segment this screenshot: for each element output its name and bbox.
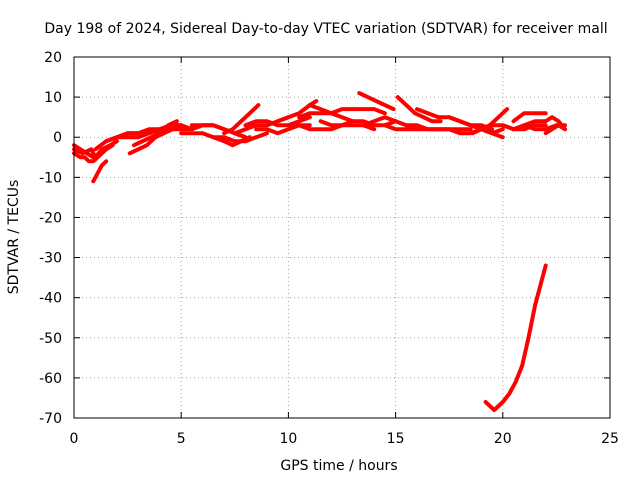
series-arc-18	[275, 99, 319, 124]
y-axis-tick-labels: 20 10 0 -10 -20 -30 -40 -50 -60 -70	[39, 50, 62, 427]
y-tick-label: 10	[44, 90, 62, 106]
y-tick-label: -10	[39, 170, 62, 186]
series-arc-29	[447, 115, 505, 140]
y-tick-label: -50	[39, 331, 62, 347]
series-arc-14	[222, 103, 261, 136]
series-arc-11	[179, 131, 269, 144]
x-tick-label: 25	[601, 431, 619, 447]
y-tick-label: -60	[39, 371, 62, 387]
x-axis-label: GPS time / hours	[280, 458, 397, 474]
x-tick-label: 10	[279, 431, 297, 447]
series-arc-34	[522, 115, 567, 132]
y-tick-label: -20	[39, 210, 62, 226]
series-arc-4	[91, 159, 109, 184]
data-series-group	[72, 91, 567, 412]
y-tick-label: 20	[44, 50, 62, 66]
series-arc-20	[297, 107, 387, 120]
series-arc-19	[286, 123, 377, 132]
series-arc-36	[483, 263, 548, 412]
y-axis-label: SDTVAR / TECUs	[6, 180, 22, 295]
series-arc-13	[211, 135, 252, 148]
series-arc-23	[357, 91, 396, 112]
series-arc-26	[395, 95, 443, 124]
chart-title: Day 198 of 2024, Sidereal Day-to-day VTE…	[44, 21, 607, 37]
grid-lines	[74, 57, 610, 418]
series-arc-35	[543, 123, 567, 136]
x-tick-label: 0	[70, 431, 79, 447]
series-arc-33	[511, 111, 548, 124]
plot-frame	[73, 56, 611, 419]
series-arc-22	[307, 103, 355, 124]
series-arc-16	[243, 115, 312, 128]
x-tick-label: 20	[494, 431, 512, 447]
y-tick-label: -70	[39, 411, 62, 427]
y-tick-label: -30	[39, 251, 62, 267]
x-tick-label: 15	[387, 431, 405, 447]
series-arc-9	[132, 119, 179, 148]
series-arc-3	[72, 147, 109, 164]
axis-ticks	[73, 56, 611, 419]
y-tick-label: -40	[39, 291, 62, 307]
y-tick-label: 0	[53, 130, 62, 146]
x-axis-tick-labels: 0 5 10 15 20 25	[70, 431, 619, 447]
x-tick-label: 5	[177, 431, 186, 447]
